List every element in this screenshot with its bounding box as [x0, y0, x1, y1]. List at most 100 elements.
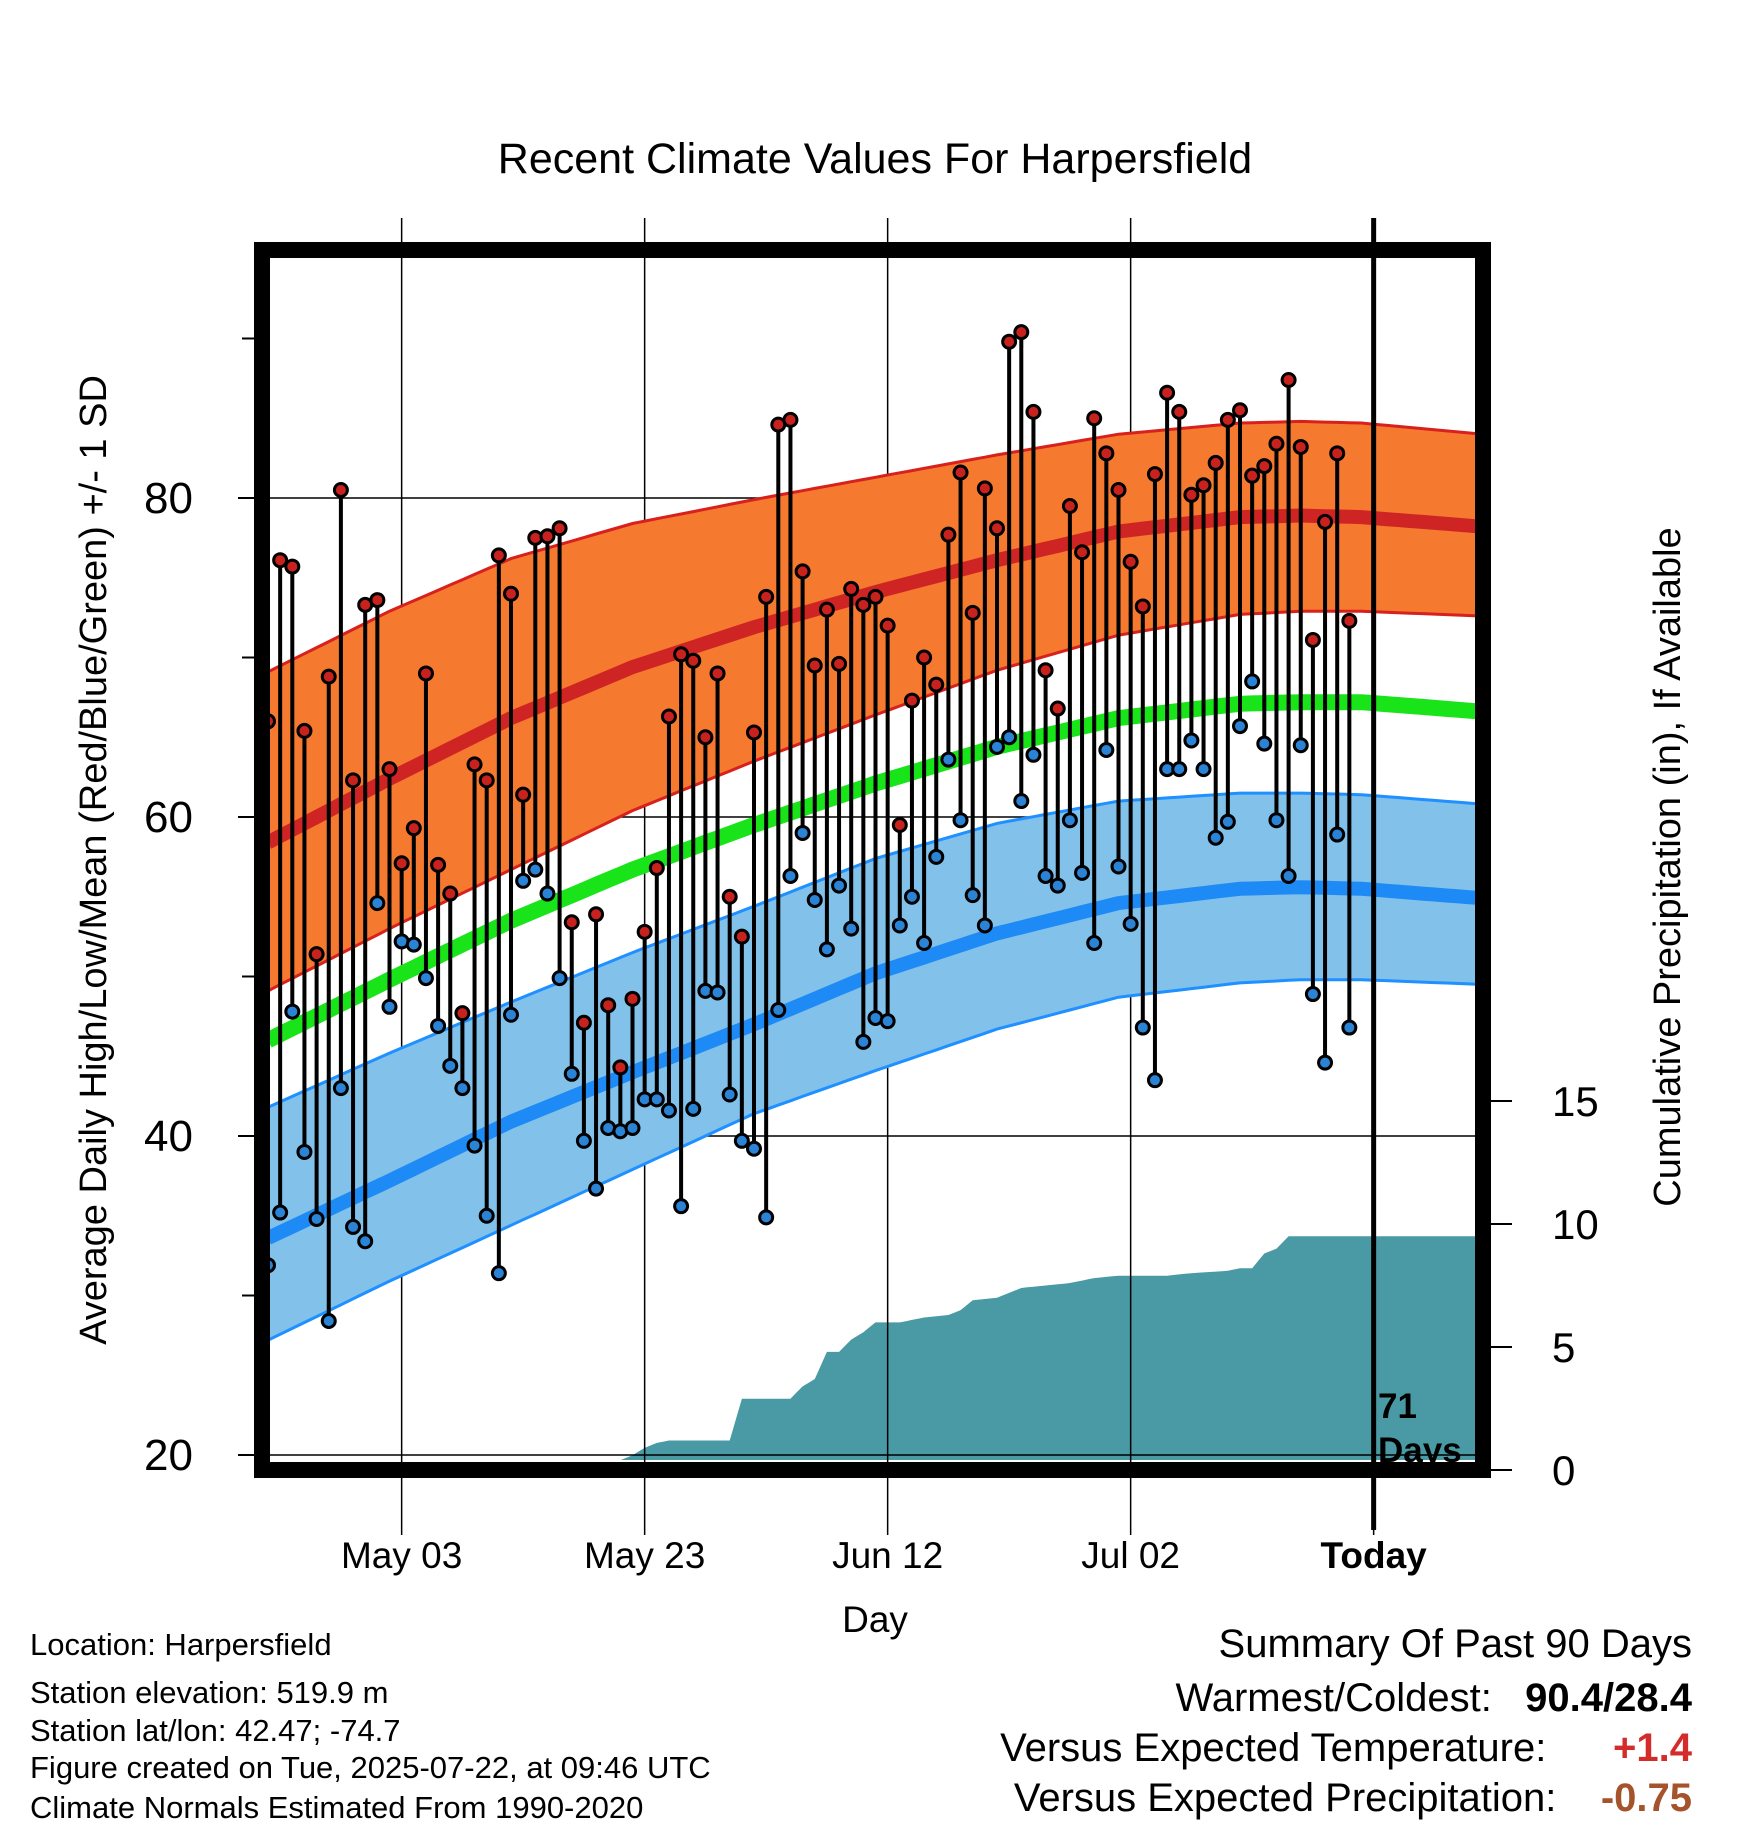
- daily-high-point: [1183, 486, 1200, 503]
- plot-contents: [620, 1236, 1483, 1460]
- daily-high-point: [563, 914, 580, 931]
- daily-high-point: [345, 772, 362, 789]
- daily-high-point: [976, 480, 993, 497]
- daily-low-point: [940, 751, 957, 768]
- daily-low-point: [1256, 735, 1273, 752]
- y2-tick-label: 5: [1552, 1324, 1575, 1371]
- daily-high-point: [782, 411, 799, 428]
- daily-high-point: [454, 1005, 471, 1022]
- daily-high-point: [648, 860, 665, 877]
- daily-high-point: [989, 520, 1005, 537]
- daily-low-point: [1329, 826, 1346, 843]
- daily-high-point: [697, 729, 714, 746]
- daily-high-point: [758, 588, 775, 605]
- daily-high-point: [1037, 662, 1054, 679]
- daily-high-point: [1317, 513, 1334, 530]
- daily-high-point: [624, 990, 641, 1007]
- daily-low-point: [1219, 813, 1236, 830]
- daily-low-point: [357, 1233, 374, 1250]
- daily-high-point: [1232, 402, 1248, 419]
- daily-low-point: [1110, 858, 1127, 875]
- summary-precip-row: Versus Expected Precipitation: -0.75: [1014, 1776, 1692, 1821]
- daily-high-point: [272, 552, 289, 569]
- daily-low-point: [1304, 986, 1321, 1003]
- daily-low-point: [381, 998, 398, 1015]
- daily-high-point: [746, 724, 762, 741]
- daily-high-point: [1280, 371, 1297, 388]
- plot-area: [240, 218, 1484, 1535]
- daily-low-point: [1183, 732, 1200, 749]
- daily-high-point: [490, 547, 507, 564]
- precipitation-area: [620, 1236, 1483, 1460]
- daily-high-point: [515, 786, 532, 803]
- daily-low-point: [454, 1080, 471, 1097]
- daily-low-point: [1074, 864, 1091, 881]
- daily-high-point: [1207, 454, 1224, 471]
- daily-high-point: [1110, 482, 1127, 499]
- daily-low-point: [332, 1080, 349, 1097]
- summary-temp-label: Versus Expected Temperature:: [1000, 1726, 1547, 1770]
- daily-low-point: [989, 738, 1005, 755]
- y-tick-label: 60: [144, 793, 193, 842]
- daily-high-point: [1244, 467, 1261, 484]
- x-tick-label: Jun 12: [832, 1535, 943, 1576]
- daily-low-point: [1244, 673, 1261, 690]
- normals-text: Climate Normals Estimated From 1990-2020: [30, 1790, 644, 1825]
- daily-high-point: [1268, 435, 1285, 452]
- daily-low-point: [733, 1132, 750, 1149]
- daily-high-point: [466, 756, 483, 773]
- daily-low-point: [1146, 1072, 1163, 1089]
- daily-low-point: [308, 1210, 325, 1227]
- daily-low-point: [1025, 746, 1042, 763]
- daily-high-point: [332, 482, 349, 499]
- summary-precip-value: -0.75: [1600, 1776, 1692, 1820]
- summary-precip-label: Versus Expected Precipitation:: [1013, 1776, 1557, 1820]
- daily-low-point: [1098, 742, 1115, 759]
- daily-low-point: [782, 868, 799, 885]
- daily-low-point: [1280, 868, 1297, 885]
- elevation-text: Station elevation: 519.9 m: [30, 1675, 389, 1710]
- daily-low-point: [1171, 761, 1188, 778]
- today-days-unit: Days: [1378, 1431, 1462, 1470]
- summary-warmest-label: Warmest/Coldest:: [1175, 1676, 1492, 1720]
- daily-low-point: [1268, 812, 1285, 829]
- daily-high-point: [503, 585, 519, 602]
- daily-low-point: [1061, 812, 1078, 829]
- daily-low-point: [442, 1057, 459, 1074]
- daily-high-point: [442, 885, 459, 902]
- daily-high-point: [1074, 544, 1091, 561]
- daily-low-point: [1341, 1019, 1358, 1036]
- summary-temp-row: Versus Expected Temperature: +1.4: [1000, 1726, 1692, 1771]
- daily-high-point: [709, 665, 726, 682]
- daily-high-point: [1122, 553, 1139, 570]
- daily-low-point: [794, 824, 811, 841]
- daily-high-point: [296, 722, 313, 739]
- daily-high-point: [381, 761, 398, 778]
- daily-low-point: [891, 917, 908, 934]
- daily-high-point: [1098, 445, 1115, 462]
- summary-warmest-value: 90.4/28.4: [1525, 1676, 1692, 1720]
- daily-low-point: [417, 970, 434, 987]
- daily-low-point: [1001, 729, 1018, 746]
- daily-low-point: [721, 1086, 738, 1103]
- daily-high-point: [794, 563, 811, 580]
- daily-high-point: [588, 906, 605, 923]
- daily-high-point: [1134, 598, 1151, 615]
- daily-high-point: [940, 526, 957, 543]
- daily-high-point: [478, 772, 495, 789]
- daily-low-point: [284, 1003, 301, 1020]
- daily-high-point: [636, 923, 653, 940]
- y-tick-label: 20: [144, 1431, 193, 1480]
- daily-high-point: [1013, 324, 1030, 341]
- daily-low-point: [296, 1143, 313, 1160]
- daily-low-point: [976, 917, 993, 934]
- daily-low-point: [770, 1001, 787, 1018]
- daily-low-point: [1086, 935, 1103, 952]
- daily-low-point: [490, 1265, 507, 1282]
- daily-high-point: [916, 649, 933, 666]
- daily-high-point: [1049, 700, 1066, 717]
- chart-title: Recent Climate Values For Harpersfield: [498, 135, 1252, 183]
- daily-low-point: [843, 920, 860, 937]
- daily-high-point: [660, 708, 677, 725]
